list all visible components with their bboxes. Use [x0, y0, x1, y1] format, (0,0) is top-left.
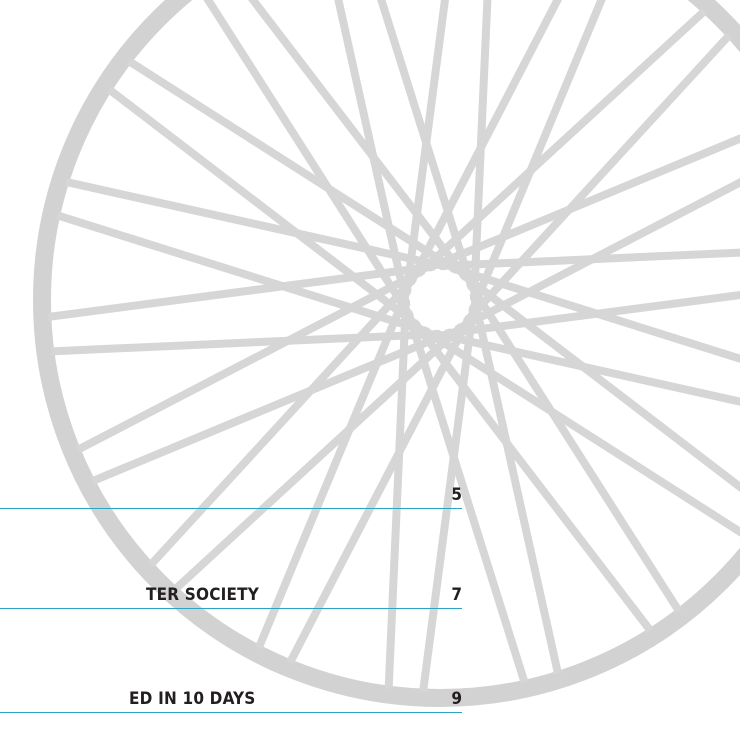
spoke: [151, 278, 414, 565]
spoke: [466, 35, 729, 322]
spoke: [78, 271, 423, 450]
toc-entry: TER SOCIETY 7: [0, 586, 462, 609]
spoke: [175, 326, 462, 589]
spoke: [418, 11, 705, 274]
entry-title: TER SOCIETY: [146, 585, 259, 605]
wheel-graphic: [0, 0, 740, 730]
toc-entry: ED IN 10 DAYS 9: [0, 690, 462, 713]
page-number: 5: [451, 485, 462, 505]
page-number: 9: [451, 689, 462, 709]
toc-entry: 5: [0, 486, 462, 509]
entry-title: ED IN 10 DAYS: [129, 689, 255, 709]
page-number: 7: [451, 585, 462, 605]
page: 5 TER SOCIETY 7 ED IN 10 DAYS 9 (() => {…: [0, 0, 740, 730]
